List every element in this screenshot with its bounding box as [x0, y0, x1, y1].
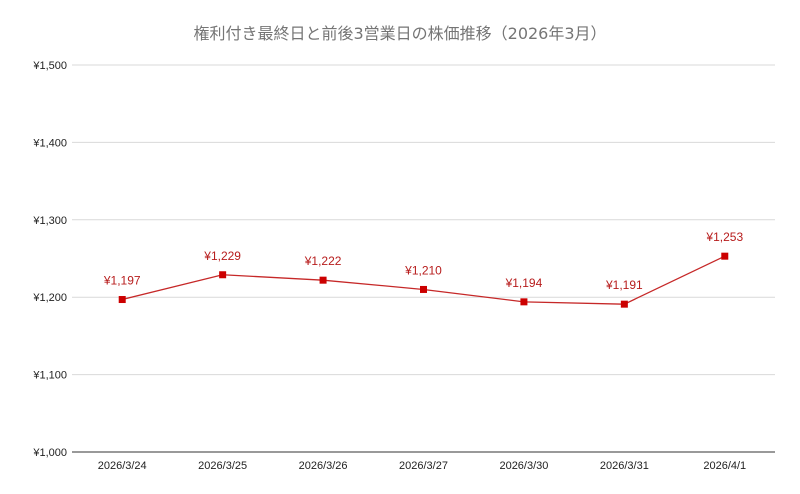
data-label: ¥1,191: [605, 278, 643, 292]
data-point: [319, 276, 327, 284]
data-label: ¥1,197: [103, 274, 141, 288]
y-axis-tick-labels: ¥1,000 ¥1,100 ¥1,200 ¥1,300 ¥1,400 ¥1,500: [32, 60, 67, 459]
y-tick-label: ¥1,300: [32, 215, 67, 227]
data-label: ¥1,253: [705, 230, 743, 244]
x-tick-label: 2026/3/27: [399, 460, 448, 472]
y-tick-label: ¥1,100: [32, 370, 67, 382]
data-point: [721, 252, 729, 260]
data-labels: ¥1,197 ¥1,229 ¥1,222 ¥1,210 ¥1,194 ¥1,191 ¥1,2…: [103, 230, 744, 292]
gridlines: [72, 64, 775, 376]
data-point: [620, 300, 628, 308]
x-tick-label: 2026/3/30: [499, 460, 548, 472]
chart-title: 権利付き最終日と前後3営業日の株価推移（2026年3月）: [193, 24, 606, 43]
y-tick-label: ¥1,500: [32, 60, 67, 72]
x-tick-label: 2026/3/31: [600, 460, 649, 472]
data-label: ¥1,229: [203, 249, 241, 263]
data-label: ¥1,210: [404, 263, 442, 277]
y-tick-label: ¥1,400: [32, 137, 67, 149]
data-label: ¥1,194: [505, 276, 543, 290]
y-tick-label: ¥1,000: [32, 447, 67, 459]
x-tick-label: 2026/3/25: [198, 460, 247, 472]
x-tick-label: 2026/3/26: [299, 460, 348, 472]
y-tick-label: ¥1,200: [32, 292, 67, 304]
x-tick-label: 2026/3/24: [98, 460, 147, 472]
data-point: [420, 285, 427, 293]
data-point: [118, 296, 126, 304]
x-tick-label: 2026/4/1: [703, 460, 746, 472]
data-label: ¥1,222: [304, 254, 342, 268]
x-axis-tick-labels: 2026/3/24 2026/3/25 2026/3/26 2026/3/27 2026…: [98, 460, 746, 472]
data-points: [118, 252, 729, 308]
data-point: [520, 298, 528, 306]
data-point: [219, 271, 227, 279]
